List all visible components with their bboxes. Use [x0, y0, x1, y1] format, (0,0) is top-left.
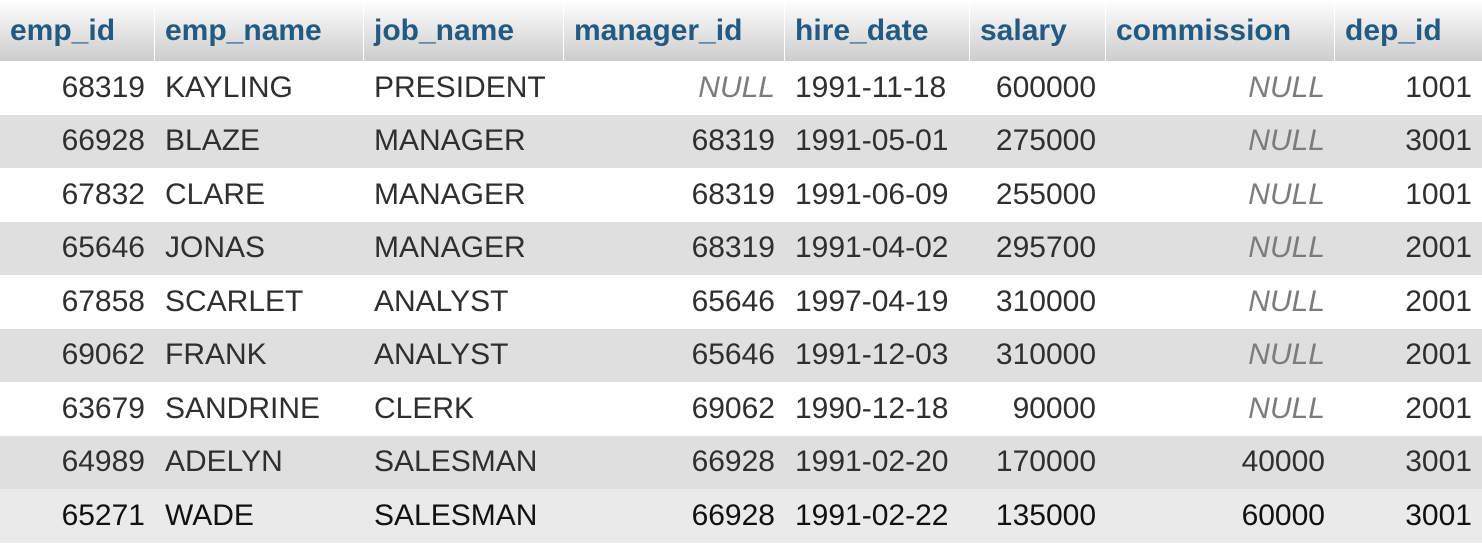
cell-hire-date: 1990-12-18 [785, 382, 970, 436]
table-row[interactable]: 64989 ADELYN SALESMAN 66928 1991-02-20 1… [0, 435, 1482, 489]
cell-dep-id: 3001 [1335, 489, 1482, 543]
cell-hire-date: 1991-11-18 [785, 61, 970, 115]
cell-hire-date: 1991-05-01 [785, 114, 970, 168]
cell-salary: 275000 [970, 114, 1106, 168]
cell-commission: NULL [1106, 382, 1335, 436]
cell-hire-date: 1991-02-22 [785, 489, 970, 543]
cell-hire-date: 1991-06-09 [785, 168, 970, 222]
cell-dep-id: 2001 [1335, 275, 1482, 329]
header-row: emp_id emp_name job_name manager_id hire… [0, 0, 1482, 61]
cell-emp-name: JONAS [155, 221, 364, 275]
cell-emp-id: 69062 [0, 328, 155, 382]
cell-emp-id: 63679 [0, 382, 155, 436]
cell-dep-id: 3001 [1335, 114, 1482, 168]
cell-emp-id: 65271 [0, 489, 155, 543]
table-row[interactable]: 65646 JONAS MANAGER 68319 1991-04-02 295… [0, 221, 1482, 275]
table-row[interactable]: 67858 SCARLET ANALYST 65646 1997-04-19 3… [0, 275, 1482, 329]
cell-manager-id: 68319 [564, 168, 785, 222]
column-header-dep-id[interactable]: dep_id [1335, 0, 1482, 61]
cell-salary: 600000 [970, 61, 1106, 115]
cell-emp-name: SANDRINE [155, 382, 364, 436]
cell-emp-id: 66928 [0, 114, 155, 168]
cell-dep-id: 1001 [1335, 61, 1482, 115]
cell-commission: 60000 [1106, 489, 1335, 543]
cell-salary: 135000 [970, 489, 1106, 543]
cell-hire-date: 1991-12-03 [785, 328, 970, 382]
cell-job-name: CLERK [364, 382, 564, 436]
column-header-hire-date[interactable]: hire_date [785, 0, 970, 61]
cell-emp-name: CLARE [155, 168, 364, 222]
cell-emp-id: 67832 [0, 168, 155, 222]
column-header-manager-id[interactable]: manager_id [564, 0, 785, 61]
cell-hire-date: 1997-04-19 [785, 275, 970, 329]
table-row[interactable]: 68319 KAYLING PRESIDENT NULL 1991-11-18 … [0, 61, 1482, 115]
table-row[interactable]: 66928 BLAZE MANAGER 68319 1991-05-01 275… [0, 114, 1482, 168]
cell-emp-id: 64989 [0, 435, 155, 489]
cell-commission: NULL [1106, 275, 1335, 329]
cell-salary: 170000 [970, 435, 1106, 489]
cell-manager-id: NULL [564, 61, 785, 115]
cell-emp-id: 68319 [0, 61, 155, 115]
cell-job-name: ANALYST [364, 275, 564, 329]
cell-salary: 310000 [970, 328, 1106, 382]
column-header-salary[interactable]: salary [970, 0, 1106, 61]
cell-dep-id: 2001 [1335, 221, 1482, 275]
cell-job-name: MANAGER [364, 168, 564, 222]
cell-job-name: SALESMAN [364, 489, 564, 543]
table-row[interactable]: 65271 WADE SALESMAN 66928 1991-02-22 135… [0, 489, 1482, 543]
cell-salary: 90000 [970, 382, 1106, 436]
cell-emp-name: ADELYN [155, 435, 364, 489]
table-row[interactable]: 69062 FRANK ANALYST 65646 1991-12-03 310… [0, 328, 1482, 382]
cell-job-name: ANALYST [364, 328, 564, 382]
cell-dep-id: 2001 [1335, 382, 1482, 436]
cell-job-name: MANAGER [364, 114, 564, 168]
column-header-emp-id[interactable]: emp_id [0, 0, 155, 61]
cell-commission: NULL [1106, 328, 1335, 382]
cell-manager-id: 66928 [564, 489, 785, 543]
cell-commission: NULL [1106, 114, 1335, 168]
cell-commission: NULL [1106, 61, 1335, 115]
cell-emp-name: KAYLING [155, 61, 364, 115]
column-header-emp-name[interactable]: emp_name [155, 0, 364, 61]
table-row[interactable]: 67832 CLARE MANAGER 68319 1991-06-09 255… [0, 168, 1482, 222]
cell-emp-name: SCARLET [155, 275, 364, 329]
cell-emp-name: WADE [155, 489, 364, 543]
cell-dep-id: 3001 [1335, 435, 1482, 489]
cell-hire-date: 1991-04-02 [785, 221, 970, 275]
cell-job-name: SALESMAN [364, 435, 564, 489]
cell-manager-id: 68319 [564, 221, 785, 275]
cell-manager-id: 66928 [564, 435, 785, 489]
column-header-commission[interactable]: commission [1106, 0, 1335, 61]
cell-manager-id: 69062 [564, 382, 785, 436]
cell-emp-id: 65646 [0, 221, 155, 275]
cell-commission: NULL [1106, 168, 1335, 222]
cell-salary: 295700 [970, 221, 1106, 275]
column-header-job-name[interactable]: job_name [364, 0, 564, 61]
cell-emp-name: BLAZE [155, 114, 364, 168]
cell-job-name: PRESIDENT [364, 61, 564, 115]
cell-hire-date: 1991-02-20 [785, 435, 970, 489]
cell-emp-name: FRANK [155, 328, 364, 382]
table-row[interactable]: 63679 SANDRINE CLERK 69062 1990-12-18 90… [0, 382, 1482, 436]
cell-manager-id: 65646 [564, 275, 785, 329]
cell-salary: 310000 [970, 275, 1106, 329]
cell-manager-id: 65646 [564, 328, 785, 382]
cell-commission: NULL [1106, 221, 1335, 275]
cell-salary: 255000 [970, 168, 1106, 222]
cell-manager-id: 68319 [564, 114, 785, 168]
cell-emp-id: 67858 [0, 275, 155, 329]
cell-commission: 40000 [1106, 435, 1335, 489]
cell-dep-id: 1001 [1335, 168, 1482, 222]
cell-dep-id: 2001 [1335, 328, 1482, 382]
cell-job-name: MANAGER [364, 221, 564, 275]
